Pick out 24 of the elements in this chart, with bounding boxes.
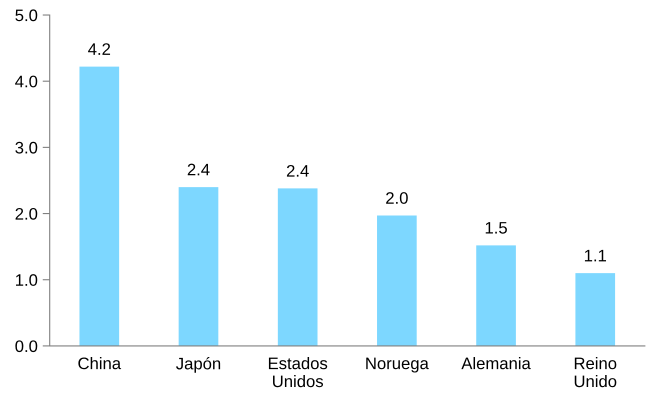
x-tick-label: China: [78, 357, 122, 370]
x-tick-label: Noruega: [366, 358, 429, 373]
x-tick-label: Reino Unido: [574, 357, 616, 388]
data-label: 2.4: [286, 164, 309, 177]
text: 4.0: [15, 76, 38, 88]
bar: [476, 245, 516, 346]
x-tick-label: Estados Unidos: [268, 357, 328, 388]
bar: [79, 66, 120, 346]
bar: [377, 216, 417, 346]
text: 5.0: [15, 9, 38, 22]
bar: [575, 273, 616, 346]
data-label: 1.5: [486, 222, 507, 234]
text: 3.0: [15, 142, 38, 154]
bar: [278, 188, 318, 346]
text: 0.0: [15, 340, 38, 352]
data-label: 2.4: [188, 164, 210, 176]
bar: [178, 187, 218, 346]
text: 2.0: [16, 208, 38, 220]
x-tick-label: Alemania: [461, 357, 531, 370]
data-label: 4.2: [88, 43, 110, 55]
data-label: 1.1: [584, 250, 606, 262]
x-tick-label: Japón: [176, 357, 220, 373]
text: 1.0: [16, 274, 38, 286]
data-label: 2.0: [386, 192, 408, 204]
